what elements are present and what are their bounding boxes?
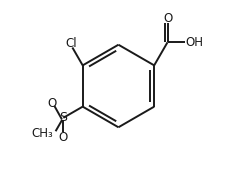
Text: CH₃: CH₃	[31, 127, 53, 140]
Text: O: O	[47, 96, 57, 110]
Text: OH: OH	[185, 36, 203, 49]
Text: S: S	[59, 111, 67, 124]
Text: O: O	[58, 131, 68, 144]
Text: Cl: Cl	[65, 36, 76, 50]
Text: O: O	[162, 12, 171, 25]
